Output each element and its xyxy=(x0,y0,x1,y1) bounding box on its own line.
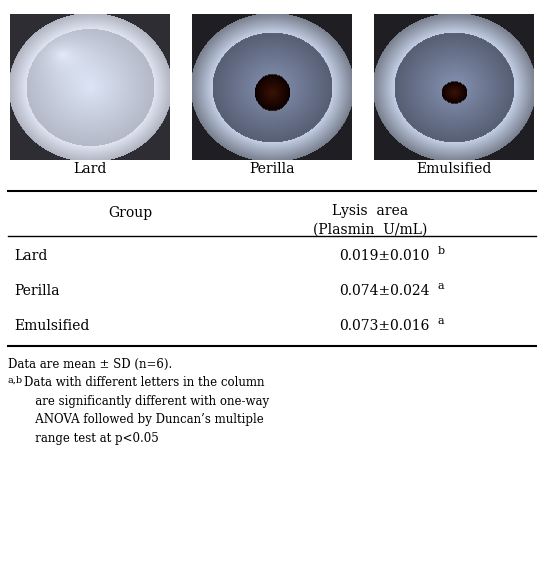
Text: Lard: Lard xyxy=(73,162,107,176)
Text: 0.074±0.024: 0.074±0.024 xyxy=(339,284,430,298)
Text: Data are mean ± SD (n=6).: Data are mean ± SD (n=6). xyxy=(8,358,172,371)
Text: 0.073±0.016: 0.073±0.016 xyxy=(339,319,430,333)
Text: a: a xyxy=(438,316,444,326)
Text: Group: Group xyxy=(108,206,152,220)
Text: Emulsified: Emulsified xyxy=(14,319,89,333)
Text: Emulsified: Emulsified xyxy=(416,162,492,176)
Text: Lysis  area: Lysis area xyxy=(332,204,408,218)
Text: Lard: Lard xyxy=(14,249,47,263)
Text: a,b: a,b xyxy=(8,376,23,385)
Text: Perilla: Perilla xyxy=(14,284,59,298)
Text: 0.019±0.010: 0.019±0.010 xyxy=(339,249,430,263)
Text: a: a xyxy=(438,281,444,291)
Text: Perilla: Perilla xyxy=(249,162,295,176)
Text: Data with different letters in the column
   are significantly different with on: Data with different letters in the colum… xyxy=(24,376,269,445)
Text: (Plasmin  U/mL): (Plasmin U/mL) xyxy=(313,222,427,236)
Text: b: b xyxy=(438,246,445,256)
